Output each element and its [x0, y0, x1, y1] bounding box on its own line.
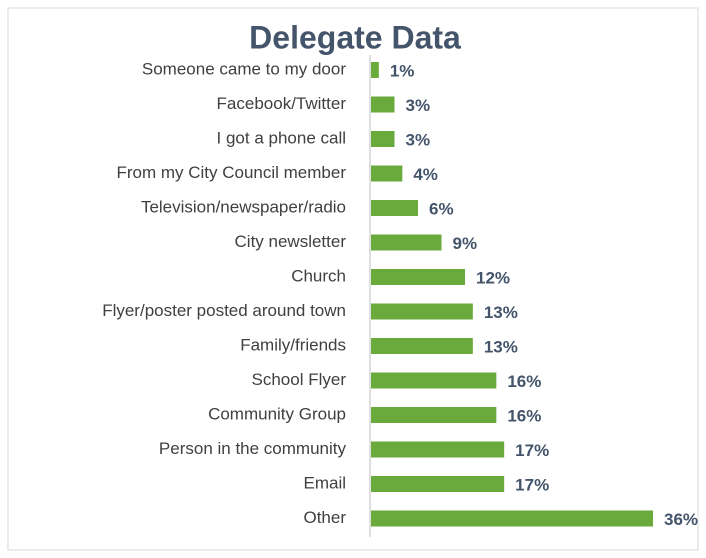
category-label: Church: [291, 266, 346, 285]
bar: [371, 441, 505, 458]
data-label: 6%: [429, 199, 454, 218]
category-label: City newsletter: [235, 232, 347, 251]
category-label: Television/newspaper/radio: [141, 197, 346, 216]
data-label: 12%: [476, 268, 510, 287]
bar: [371, 338, 473, 354]
chart-title: Delegate Data: [249, 19, 461, 55]
bar: [371, 96, 395, 113]
category-label: Person in the community: [159, 439, 347, 458]
category-label: Community Group: [208, 404, 346, 423]
category-label: Family/friends: [240, 335, 346, 354]
data-label: 3%: [406, 96, 431, 115]
category-label: From my City Council member: [116, 163, 346, 182]
data-label: 17%: [515, 441, 549, 460]
data-label: 16%: [507, 406, 541, 425]
bar: [371, 234, 442, 251]
bar: [371, 510, 653, 527]
bar: [371, 131, 395, 147]
data-label: 9%: [453, 234, 478, 253]
bar: [371, 165, 403, 182]
category-label: I got a phone call: [217, 128, 346, 147]
bar: [371, 62, 379, 78]
category-label: Flyer/poster posted around town: [102, 301, 346, 320]
category-label: School Flyer: [252, 370, 347, 389]
data-label: 3%: [406, 130, 431, 149]
category-label: Facebook/Twitter: [217, 94, 347, 113]
bar: [371, 372, 497, 389]
bar: [371, 303, 473, 320]
category-label: Someone came to my door: [142, 59, 346, 78]
data-label: 16%: [507, 372, 541, 391]
bar: [371, 476, 505, 492]
data-label: 36%: [664, 510, 698, 529]
category-label: Other: [303, 508, 346, 527]
bar: [371, 200, 418, 216]
category-label: Email: [303, 473, 346, 492]
data-label: 13%: [484, 337, 518, 356]
data-label: 13%: [484, 303, 518, 322]
data-label: 17%: [515, 475, 549, 494]
chart-frame: [7, 7, 699, 551]
bar: [371, 269, 465, 285]
data-label: 1%: [390, 61, 415, 80]
bar: [371, 407, 497, 423]
data-label: 4%: [413, 165, 438, 184]
